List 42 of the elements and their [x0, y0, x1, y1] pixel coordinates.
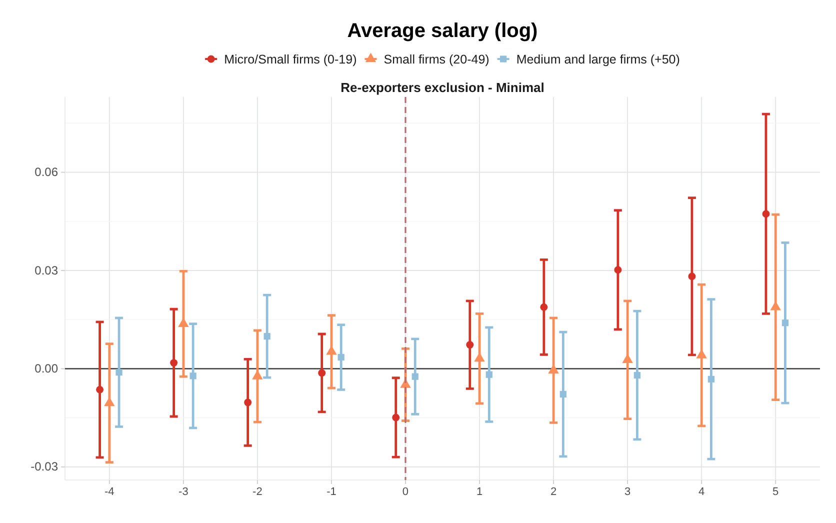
x-tick-label: 3	[624, 486, 631, 498]
point	[244, 398, 252, 406]
point	[560, 390, 566, 398]
point	[762, 210, 770, 218]
x-tick-label: -4	[104, 486, 114, 498]
point	[634, 372, 640, 379]
point	[688, 272, 696, 280]
point	[486, 371, 492, 378]
x-tick-label: 4	[698, 486, 705, 498]
point	[614, 266, 622, 274]
x-tick-label: 1	[476, 486, 483, 498]
point	[338, 354, 344, 361]
y-tick-label: 0.06	[34, 165, 58, 180]
point	[252, 370, 263, 380]
point	[708, 376, 715, 382]
y-tick-label: -0.03	[30, 460, 58, 474]
legend-label: Small firms (20-49)	[384, 52, 490, 66]
point	[170, 359, 178, 367]
legend-label: Micro/Small firms (0-19)	[224, 52, 357, 66]
x-tick-label: -3	[178, 486, 188, 498]
legend-label: Medium and large firms (+50)	[516, 52, 680, 66]
chart-subtitle: Re-exporters exclusion - Minimal	[340, 80, 544, 95]
point	[264, 332, 270, 340]
x-tick-label: 0	[402, 486, 409, 498]
chart-title: Average salary (log)	[347, 20, 538, 42]
point	[412, 373, 418, 380]
x-tick-label: -2	[252, 486, 262, 498]
point	[190, 372, 196, 380]
x-tick-label: -1	[326, 486, 336, 498]
point	[392, 414, 400, 422]
point	[696, 349, 707, 358]
point	[96, 386, 104, 394]
point	[540, 303, 548, 311]
y-tick-label: 0.03	[34, 263, 58, 278]
y-tick-label: 0.00	[34, 362, 58, 376]
point	[782, 320, 789, 326]
point	[318, 369, 326, 377]
point	[466, 341, 474, 349]
point	[116, 368, 122, 376]
x-tick-label: 5	[772, 486, 779, 498]
x-tick-label: 2	[550, 486, 557, 498]
point	[178, 318, 189, 327]
